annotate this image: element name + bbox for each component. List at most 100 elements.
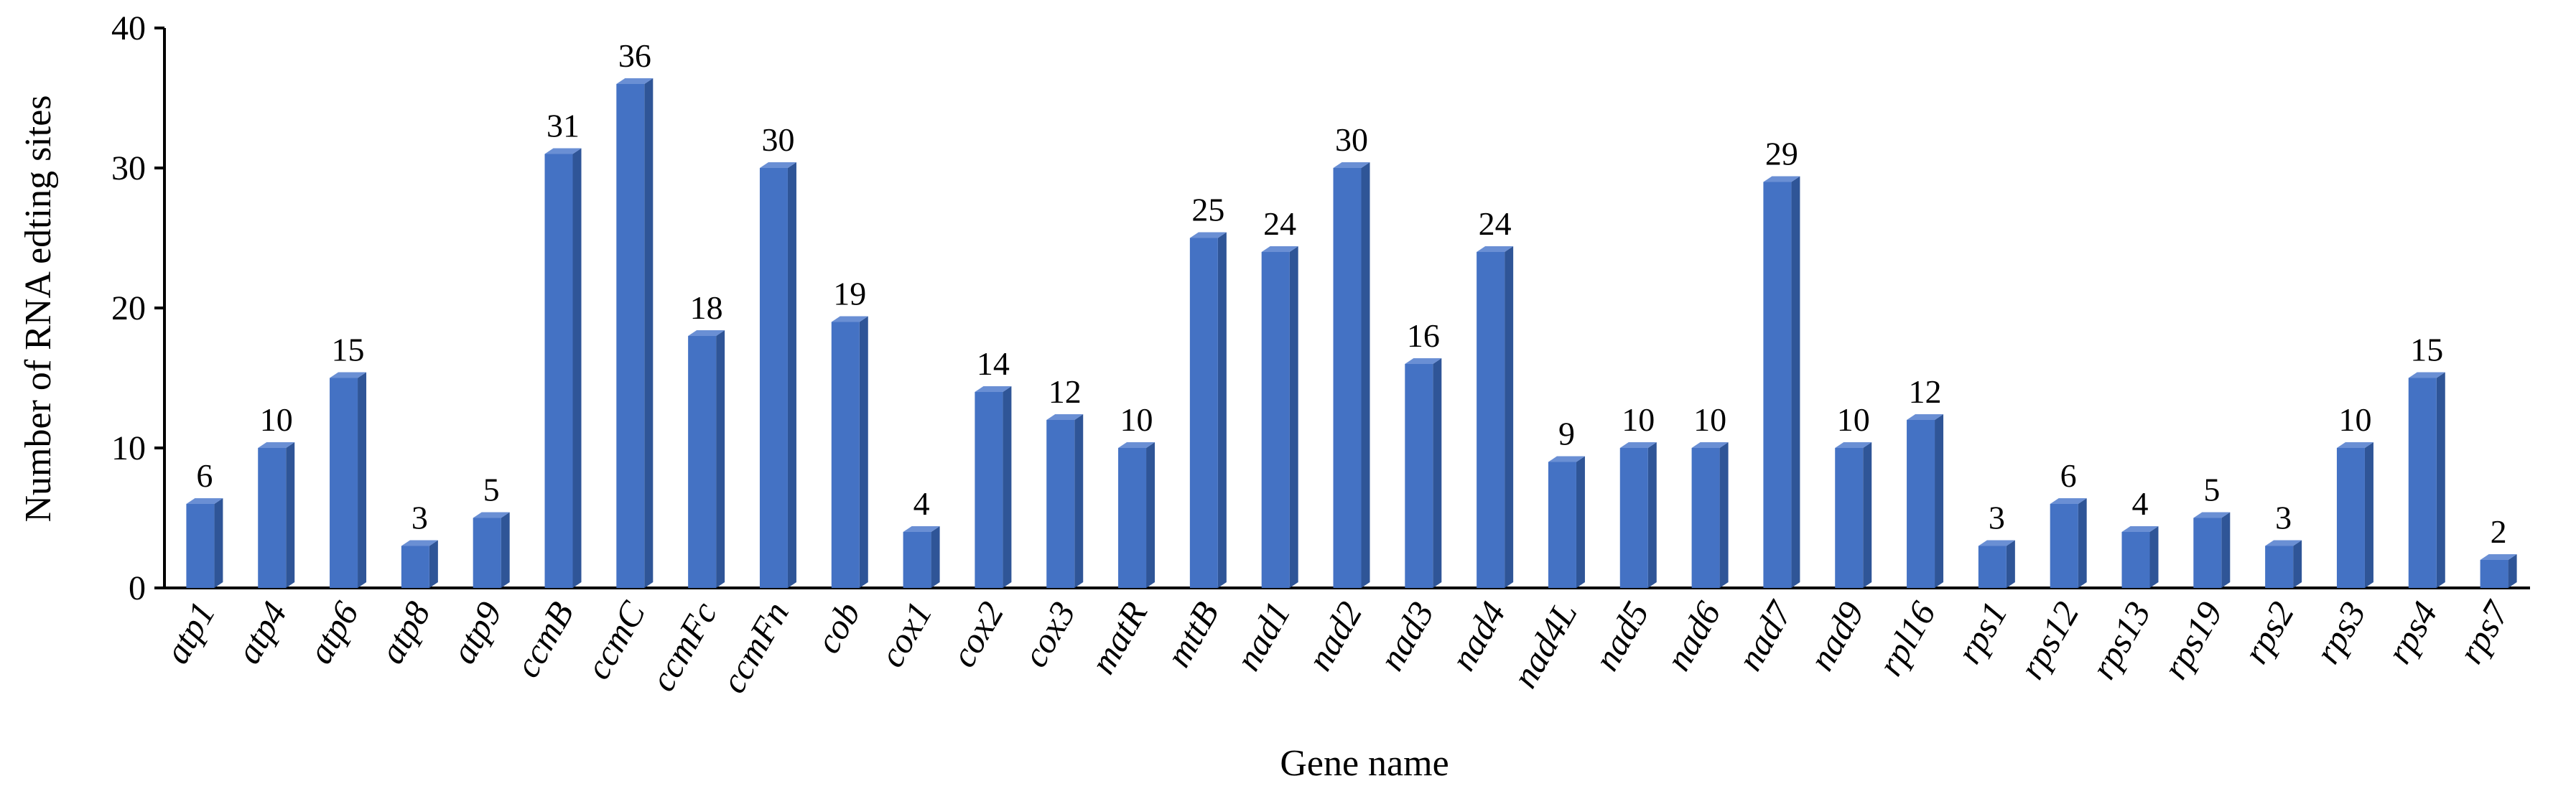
bar-top	[2193, 512, 2231, 518]
bar	[688, 336, 717, 588]
value-label: 10	[1622, 401, 1655, 438]
value-label: 12	[1048, 373, 1082, 410]
y-tick-label: 10	[111, 429, 146, 467]
x-tick-label: rps4	[2379, 595, 2445, 670]
x-axis-title: Gene name	[1280, 743, 1449, 784]
bar-side	[716, 330, 725, 588]
x-tick-label: rps2	[2235, 595, 2302, 670]
x-tick-label: ccmFc	[642, 595, 725, 698]
bar-top	[831, 316, 868, 322]
bar	[1261, 252, 1290, 588]
bar-side	[214, 498, 223, 588]
bar-top	[2265, 540, 2302, 546]
bar-top	[1405, 358, 1442, 364]
value-label: 31	[547, 108, 580, 144]
bar-top	[1691, 442, 1729, 448]
value-label: 4	[913, 485, 930, 522]
bar	[616, 84, 645, 588]
y-tick-label: 20	[111, 289, 146, 327]
bar	[759, 168, 788, 588]
value-label: 10	[1837, 401, 1870, 438]
bar	[1118, 448, 1147, 588]
bar	[1333, 168, 1362, 588]
bar-top	[544, 148, 582, 154]
value-label: 10	[260, 401, 293, 438]
x-tick-label: cob	[807, 595, 868, 660]
bar	[401, 546, 429, 588]
bar-side	[2508, 554, 2517, 588]
bar	[186, 504, 215, 588]
bar	[1619, 448, 1648, 588]
value-label: 10	[1120, 401, 1153, 438]
y-tick-label: 0	[129, 569, 146, 607]
x-tick-label: matR	[1082, 595, 1155, 681]
x-tick-label: atp9	[443, 595, 510, 670]
x-tick-label: nad4	[1443, 595, 1513, 678]
bar-side	[1576, 456, 1585, 588]
bar-side	[2364, 442, 2373, 588]
x-tick-label: rps7	[2450, 594, 2518, 670]
x-tick-label: atp1	[156, 595, 223, 670]
bar-top	[1189, 232, 1227, 238]
x-tick-label: rps1	[1948, 595, 2015, 670]
x-tick-label: atp8	[371, 595, 438, 670]
y-tick-label: 30	[111, 149, 146, 187]
bar	[1907, 420, 1935, 588]
bar-side	[2221, 512, 2231, 588]
bar-side	[1505, 246, 1514, 588]
bar-top	[759, 162, 796, 168]
bar-side	[2293, 540, 2302, 588]
value-label: 16	[1407, 317, 1440, 354]
bar-top	[186, 498, 223, 504]
bar-side	[358, 372, 367, 588]
bar-top	[2480, 554, 2517, 560]
x-tick-label: ccmB	[507, 595, 582, 684]
bar-side	[1361, 162, 1370, 588]
bar	[831, 322, 860, 588]
bar-top	[1835, 442, 1872, 448]
bar-side	[2436, 372, 2445, 588]
bar-side	[1433, 358, 1442, 588]
bar-top	[1548, 456, 1585, 462]
value-label: 29	[1765, 136, 1798, 172]
value-label: 15	[2410, 332, 2443, 368]
x-tick-label: rps3	[2307, 595, 2373, 670]
bar-top	[1978, 540, 2015, 546]
value-label: 19	[833, 276, 866, 312]
bar	[1978, 546, 2007, 588]
bar-side	[2078, 498, 2087, 588]
value-label: 10	[1693, 401, 1726, 438]
bar-side	[1863, 442, 1872, 588]
bar-top	[975, 386, 1012, 392]
bar	[258, 448, 287, 588]
value-label: 25	[1191, 192, 1224, 228]
bar	[1189, 238, 1218, 588]
x-tick-label: nad9	[1801, 595, 1871, 678]
y-tick-label: 40	[111, 9, 146, 47]
bar-side	[501, 512, 510, 588]
bar-side	[1146, 442, 1156, 588]
bar-side	[1289, 246, 1298, 588]
bar-top	[2121, 526, 2159, 532]
value-label: 5	[2203, 472, 2220, 508]
bar-side	[1647, 442, 1657, 588]
x-tick-label: nad6	[1657, 595, 1728, 678]
value-label: 18	[690, 289, 723, 326]
bar-top	[1261, 246, 1298, 252]
bar	[2265, 546, 2294, 588]
bar	[1835, 448, 1864, 588]
value-label: 4	[2132, 485, 2149, 522]
bar-side	[1791, 176, 1800, 588]
bar-side	[644, 78, 654, 588]
x-tick-label: nad3	[1371, 595, 1441, 678]
bar-side	[1217, 232, 1227, 588]
bar	[1548, 462, 1576, 588]
bar-side	[1003, 386, 1012, 588]
x-tick-label: ccmFn	[712, 595, 796, 700]
bar-top	[330, 372, 367, 378]
bar	[903, 532, 931, 588]
bar-top	[1907, 414, 1944, 420]
bar-top	[258, 442, 295, 448]
bar-top	[616, 78, 654, 84]
